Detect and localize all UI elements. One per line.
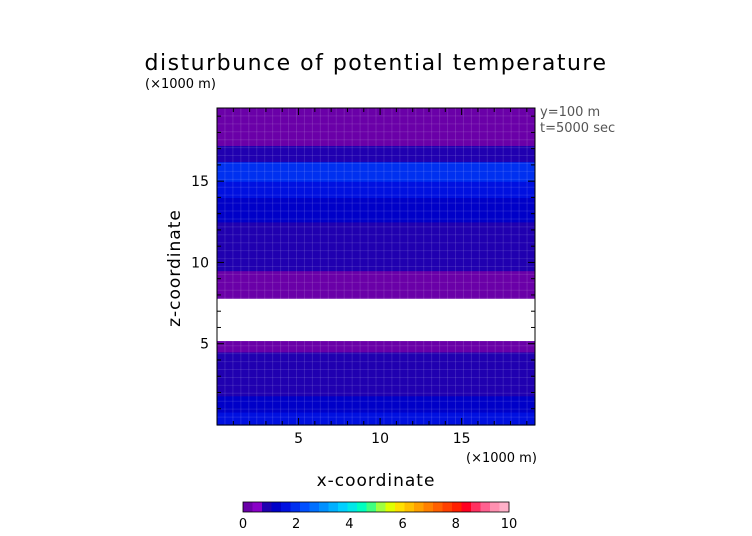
y-axis-label: z-coordinate [165, 209, 185, 327]
colorbar-tick-label: 6 [398, 517, 406, 532]
colorbar-tick-label: 2 [292, 517, 300, 532]
colorbar-tick-label: 0 [239, 517, 247, 532]
colorbar-swatch [338, 502, 348, 512]
colorbar-swatch [290, 502, 301, 512]
colorbar-swatch [347, 502, 358, 512]
colorbar-swatch [281, 502, 291, 512]
heatmap-band-8 [217, 246, 535, 272]
x-axis-label: x-coordinate [317, 471, 436, 491]
colorbar-swatch [490, 502, 500, 512]
colorbar-tick-label: 8 [452, 517, 460, 532]
heatmap-band-11 [217, 181, 535, 199]
colorbar-swatch [271, 502, 282, 512]
colorbar-swatch [376, 502, 386, 512]
heatmap-band-2 [217, 376, 535, 397]
colorbar-swatch [309, 502, 320, 512]
x-tick-label: 15 [453, 431, 471, 447]
colorbar-swatch [300, 502, 310, 512]
colorbar-swatch [433, 502, 443, 512]
heatmap-band-1 [217, 395, 535, 413]
heatmap-band-0 [217, 411, 535, 426]
y-tick-label: 5 [200, 337, 209, 353]
plot-frame [216, 107, 536, 426]
y-unit-label: (×1000 m) [145, 77, 216, 92]
annotation-t: t=5000 sec [540, 121, 615, 136]
colorbar-swatch [442, 502, 453, 512]
heatmap-band-7 [217, 270, 535, 288]
plot-area [217, 108, 535, 426]
y-tick-label: 10 [191, 255, 209, 271]
x-tick-label: 5 [294, 431, 303, 447]
colorbar-swatch [461, 502, 472, 512]
annotation-y: y=100 m [540, 105, 600, 120]
colorbar-swatch [452, 502, 462, 512]
colorbar-tick-label: 10 [501, 517, 518, 532]
colorbar-swatch [395, 502, 405, 512]
colorbar-swatch [480, 502, 491, 512]
heatmap-band-3 [217, 351, 535, 377]
colorbar-swatch [357, 502, 367, 512]
heatmap-band-14 [217, 108, 535, 146]
colorbar-tick-label: 4 [345, 517, 353, 532]
colorbar-swatch [471, 502, 481, 512]
heatmap-band-5 [217, 298, 535, 342]
heatmap-band-13 [217, 145, 535, 163]
colorbar-swatch [262, 502, 272, 512]
heatmap-band-9 [217, 221, 535, 247]
heatmap-band-6 [217, 286, 535, 299]
colorbar-swatch [328, 502, 339, 512]
colorbar-swatch [499, 502, 510, 512]
colorbar-swatch [423, 502, 434, 512]
colorbar-swatch [319, 502, 329, 512]
chart-title: disturbunce of potential temperature [145, 51, 608, 76]
colorbar-swatch [385, 502, 396, 512]
y-tick-label: 15 [191, 174, 209, 190]
axes: 5 10 15 5 10 15 [191, 107, 536, 447]
x-tick-label: 10 [371, 431, 389, 447]
colorbar-swatch [366, 502, 377, 512]
colorbar-frame [242, 501, 510, 513]
colorbar-swatch [252, 502, 263, 512]
heatmap-band-12 [217, 161, 535, 182]
heatmap-band-4 [217, 340, 535, 353]
colorbar-swatch [243, 502, 253, 512]
colorbar-swatch [404, 502, 415, 512]
x-unit-label: (×1000 m) [466, 451, 537, 466]
heatmap-band-10 [217, 197, 535, 223]
colorbar-swatch [414, 502, 424, 512]
colorbar: 0 2 4 6 8 10 [239, 501, 518, 532]
